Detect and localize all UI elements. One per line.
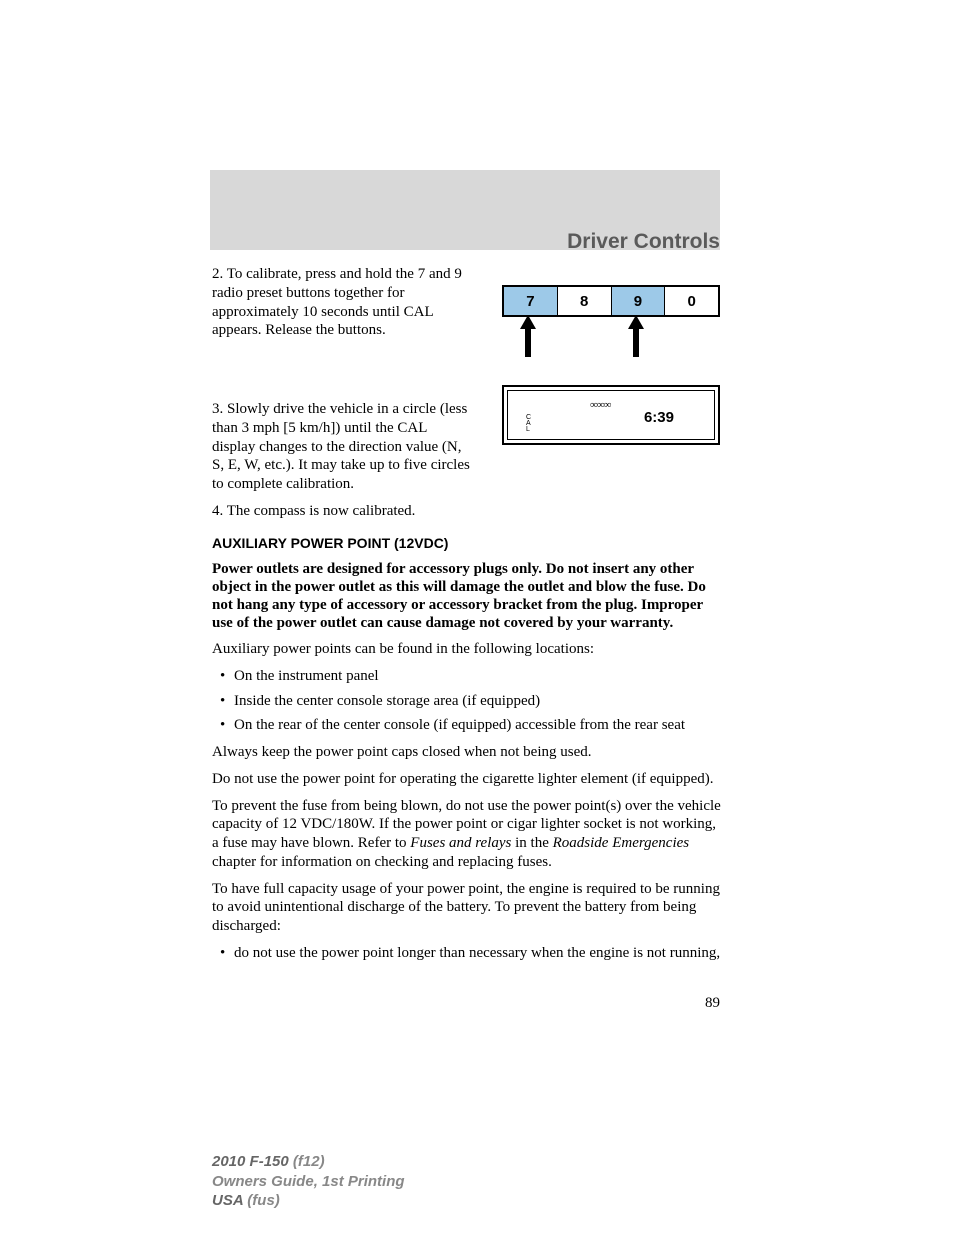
footer-region: USA — [212, 1192, 243, 1209]
display-inner-border: ∞∞∞ 6:39 C A L — [507, 390, 715, 440]
page-number: 89 — [705, 995, 720, 1012]
step-4: 4. The compass is now calibrated. — [212, 502, 722, 521]
button-row: 7 8 9 0 — [502, 285, 720, 317]
list-item: On the rear of the center console (if eq… — [212, 716, 722, 735]
list-item: On the instrument panel — [212, 667, 722, 686]
warning-paragraph: Power outlets are designed for accessory… — [212, 560, 722, 632]
radio-preset-8: 8 — [558, 287, 612, 315]
arrow-up-icon — [626, 315, 646, 355]
arrow-up-icon — [518, 315, 538, 355]
display-cal-label: C A L — [526, 415, 531, 433]
text-span: chapter for information on checking and … — [212, 854, 552, 870]
compass-display-figure: ∞∞∞ 6:39 C A L — [502, 385, 720, 445]
locations-list: On the instrument panel Inside the cente… — [212, 667, 722, 735]
list-item: Inside the center console storage area (… — [212, 692, 722, 711]
italic-ref: Roadside Emergencies — [553, 835, 690, 851]
italic-ref: Fuses and relays — [410, 835, 511, 851]
radio-buttons-figure: 7 8 9 0 — [502, 285, 720, 317]
radio-preset-9: 9 — [612, 287, 666, 315]
subsection-heading: AUXILIARY POWER POINT (12VDC) — [212, 535, 722, 553]
text-span: in the — [511, 835, 552, 851]
display-dots: ∞∞∞ — [590, 399, 611, 411]
page-content: 2. To calibrate, press and hold the 7 an… — [212, 265, 722, 971]
capacity-paragraph: To have full capacity usage of your powe… — [212, 880, 722, 936]
radio-preset-0: 0 — [665, 287, 718, 315]
section-title: Driver Controls — [567, 230, 720, 254]
footer-block: 2010 F-150 (f12) Owners Guide, 1st Print… — [212, 1152, 405, 1211]
locations-intro: Auxiliary power points can be found in t… — [212, 640, 722, 659]
caps-paragraph: Always keep the power point caps closed … — [212, 743, 722, 762]
fuse-paragraph: To prevent the fuse from being blown, do… — [212, 797, 722, 872]
footer-region-code: (fus) — [243, 1192, 280, 1209]
footer-model: 2010 F-150 — [212, 1153, 289, 1170]
step-2: 2. To calibrate, press and hold the 7 an… — [212, 265, 470, 340]
footer-model-code: (f12) — [289, 1153, 325, 1170]
display-time: 6:39 — [644, 409, 674, 426]
lighter-paragraph: Do not use the power point for operating… — [212, 770, 722, 789]
radio-preset-7: 7 — [504, 287, 558, 315]
list-item: do not use the power point longer than n… — [212, 944, 722, 963]
step-3: 3. Slowly drive the vehicle in a circle … — [212, 400, 470, 494]
discharge-list: do not use the power point longer than n… — [212, 944, 722, 963]
footer-guide: Owners Guide, 1st Printing — [212, 1172, 405, 1192]
